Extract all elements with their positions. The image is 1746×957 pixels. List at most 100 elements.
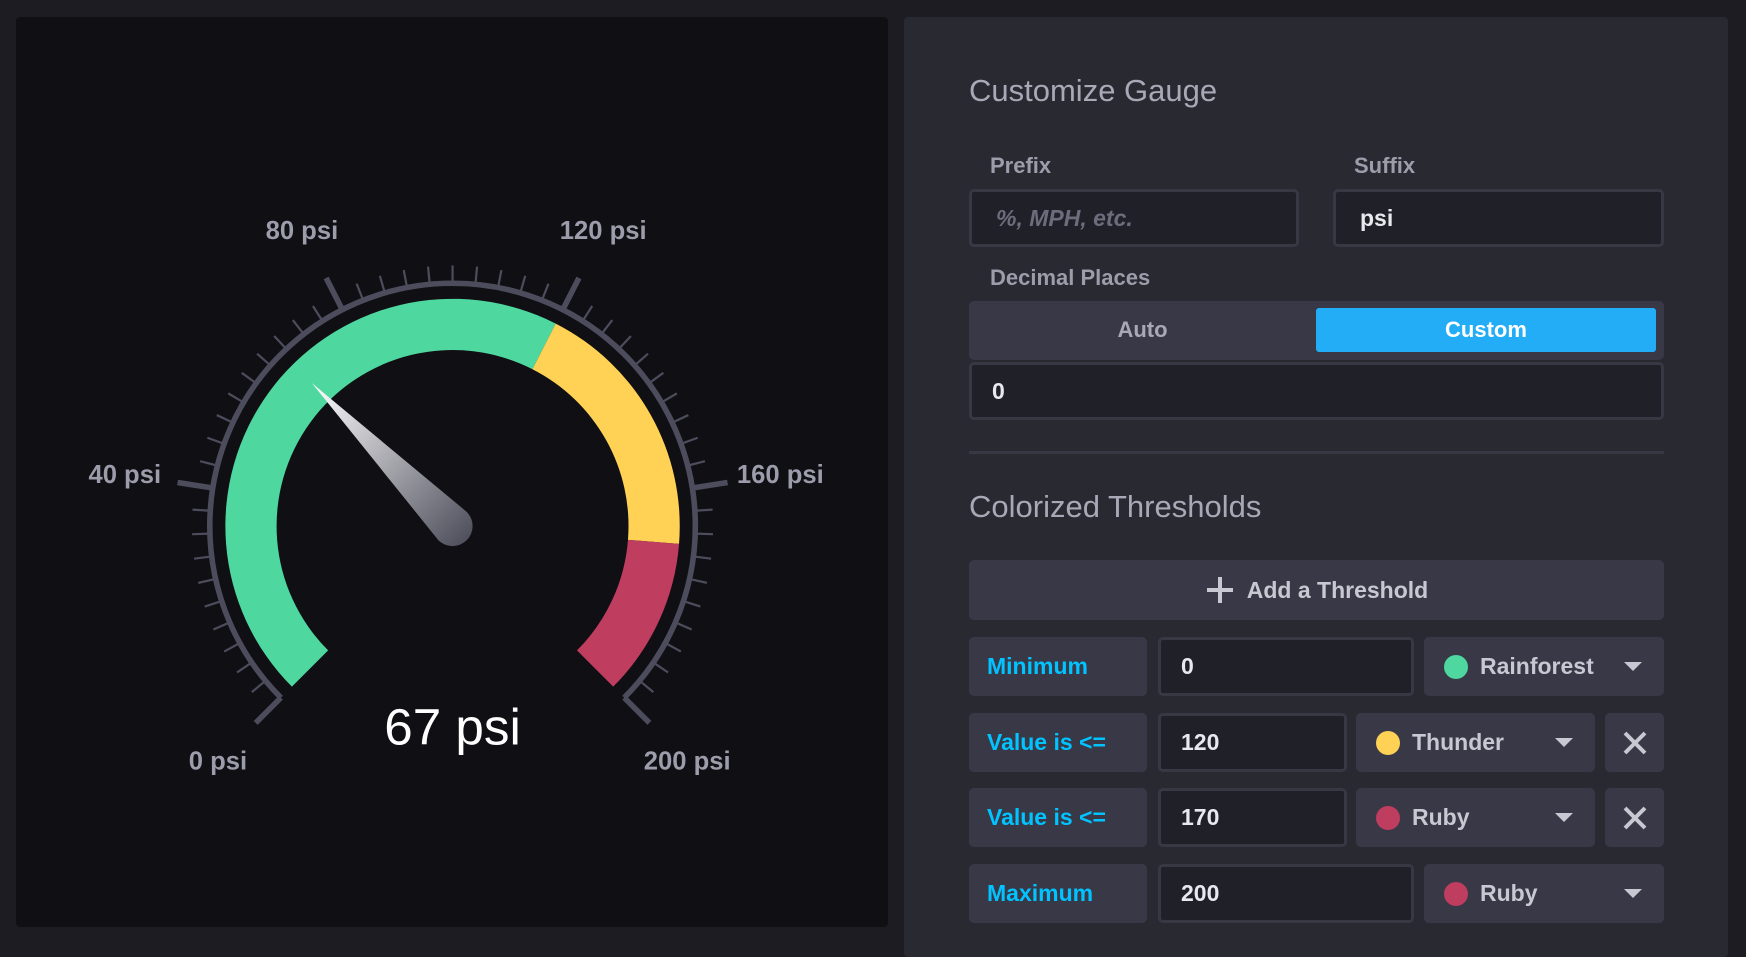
decimal-places-toggle: Auto Custom	[969, 301, 1664, 360]
threshold-color-dropdown[interactable]: Rainforest	[1424, 637, 1664, 696]
minor-tick	[671, 414, 689, 424]
minor-tick	[256, 352, 272, 367]
threshold-value-input[interactable]: 0	[1158, 637, 1414, 696]
decimal-custom-button[interactable]: Custom	[1316, 308, 1656, 352]
gauge-needle	[311, 383, 473, 547]
minor-tick	[687, 460, 706, 467]
minor-tick	[193, 555, 212, 560]
tick-label: 0 psi	[189, 748, 247, 776]
color-name: Ruby	[1480, 880, 1538, 906]
minor-tick	[227, 392, 245, 404]
threshold-color-dropdown[interactable]: Ruby	[1356, 788, 1595, 847]
gauge-band	[225, 298, 556, 687]
gauge-ring	[207, 280, 699, 700]
gauge-value: 67 psi	[384, 698, 521, 755]
minor-tick	[197, 577, 216, 584]
prefix-input[interactable]: %, MPH, etc.	[969, 189, 1299, 247]
threshold-row: Minimum 0 Rainforest	[969, 637, 1664, 696]
minor-tick	[241, 371, 257, 385]
color-name: Thunder	[1412, 729, 1504, 755]
thresholds-title: Colorized Thresholds	[969, 489, 1262, 524]
minor-tick	[581, 305, 594, 322]
color-name: Ruby	[1412, 804, 1470, 830]
minor-tick	[311, 305, 324, 322]
minor-tick	[192, 532, 210, 536]
remove-threshold-button[interactable]	[1605, 713, 1664, 772]
minor-tick	[204, 599, 223, 608]
gauge: 0 psi 40 psi 80 psi 120 psi 160 psi 200 psi 6…	[88, 217, 824, 776]
minor-tick	[600, 319, 614, 335]
major-tick	[177, 479, 214, 491]
customize-title: Customize Gauge	[969, 73, 1218, 108]
close-icon	[1623, 731, 1646, 754]
color-swatch-icon	[1376, 730, 1400, 755]
add-threshold-button[interactable]: Add a Threshold	[969, 560, 1664, 620]
minor-tick	[693, 555, 712, 560]
chevron-down-icon	[1555, 738, 1573, 747]
minor-tick	[664, 641, 682, 653]
gauge-band	[576, 539, 680, 687]
major-tick	[560, 276, 582, 311]
minor-tick	[689, 577, 708, 584]
minor-tick	[236, 661, 253, 674]
add-threshold-label: Add a Threshold	[1246, 576, 1429, 603]
minor-tick	[426, 266, 431, 285]
gauge-panel: 0 psi 40 psi 80 psi 120 psi 160 psi 200 psi 6…	[16, 17, 888, 927]
tick-label: 160 psi	[737, 461, 824, 489]
customize-panel: Customize Gauge Prefix %, MPH, etc. Suff…	[904, 17, 1728, 957]
tick-label: 200 psi	[644, 748, 731, 776]
minor-tick	[291, 319, 305, 335]
minor-tick	[212, 621, 231, 631]
close-icon	[1623, 806, 1646, 829]
tick-label: 120 psi	[560, 217, 647, 245]
minor-tick	[199, 460, 218, 467]
decimal-auto-button[interactable]: Auto	[1117, 317, 1168, 342]
color-swatch-icon	[1444, 881, 1468, 906]
suffix-input[interactable]: psi	[1333, 189, 1664, 247]
minor-tick	[683, 599, 701, 608]
threshold-value-input[interactable]: 120	[1158, 713, 1347, 772]
minor-tick	[496, 269, 503, 288]
minor-tick	[695, 532, 714, 536]
divider	[969, 451, 1664, 454]
threshold-value-input[interactable]: 170	[1158, 788, 1347, 847]
decimal-places-input[interactable]: 0	[969, 362, 1664, 420]
major-tick	[253, 695, 283, 725]
minor-tick	[638, 679, 655, 693]
threshold-row: Value is <= 170 Ruby	[969, 788, 1664, 847]
threshold-label: Minimum	[969, 637, 1147, 696]
threshold-value-input[interactable]: 200	[1158, 864, 1414, 923]
remove-threshold-button[interactable]	[1605, 788, 1664, 847]
minor-tick	[694, 508, 713, 512]
threshold-label: Value is <=	[969, 713, 1147, 772]
minor-tick	[680, 436, 699, 445]
minor-tick	[402, 269, 409, 288]
minor-tick	[378, 275, 386, 294]
minor-tick	[648, 371, 665, 385]
chevron-down-icon	[1555, 813, 1573, 822]
threshold-label: Maximum	[969, 864, 1147, 923]
minor-tick	[206, 436, 225, 445]
minor-tick	[660, 392, 678, 404]
minor-tick	[540, 283, 550, 301]
minor-tick	[251, 679, 267, 693]
threshold-label: Value is <=	[969, 788, 1147, 847]
minor-tick	[633, 352, 649, 367]
minor-tick	[355, 283, 365, 301]
minor-tick	[216, 414, 234, 424]
tick-label: 80 psi	[266, 217, 339, 245]
minor-tick	[617, 335, 632, 350]
threshold-color-dropdown[interactable]: Ruby	[1424, 864, 1664, 923]
minor-tick	[223, 641, 241, 653]
plus-icon	[1206, 577, 1233, 603]
color-name: Rainforest	[1480, 653, 1594, 679]
major-tick	[323, 276, 345, 311]
minor-tick	[652, 661, 669, 674]
minor-tick	[273, 335, 288, 350]
prefix-label: Prefix	[990, 153, 1052, 178]
threshold-row: Value is <= 120 Thunder	[969, 713, 1664, 772]
minor-tick	[674, 621, 693, 631]
threshold-color-dropdown[interactable]: Thunder	[1356, 713, 1595, 772]
threshold-row: Maximum 200 Ruby	[969, 864, 1664, 923]
chevron-down-icon	[1624, 662, 1642, 671]
